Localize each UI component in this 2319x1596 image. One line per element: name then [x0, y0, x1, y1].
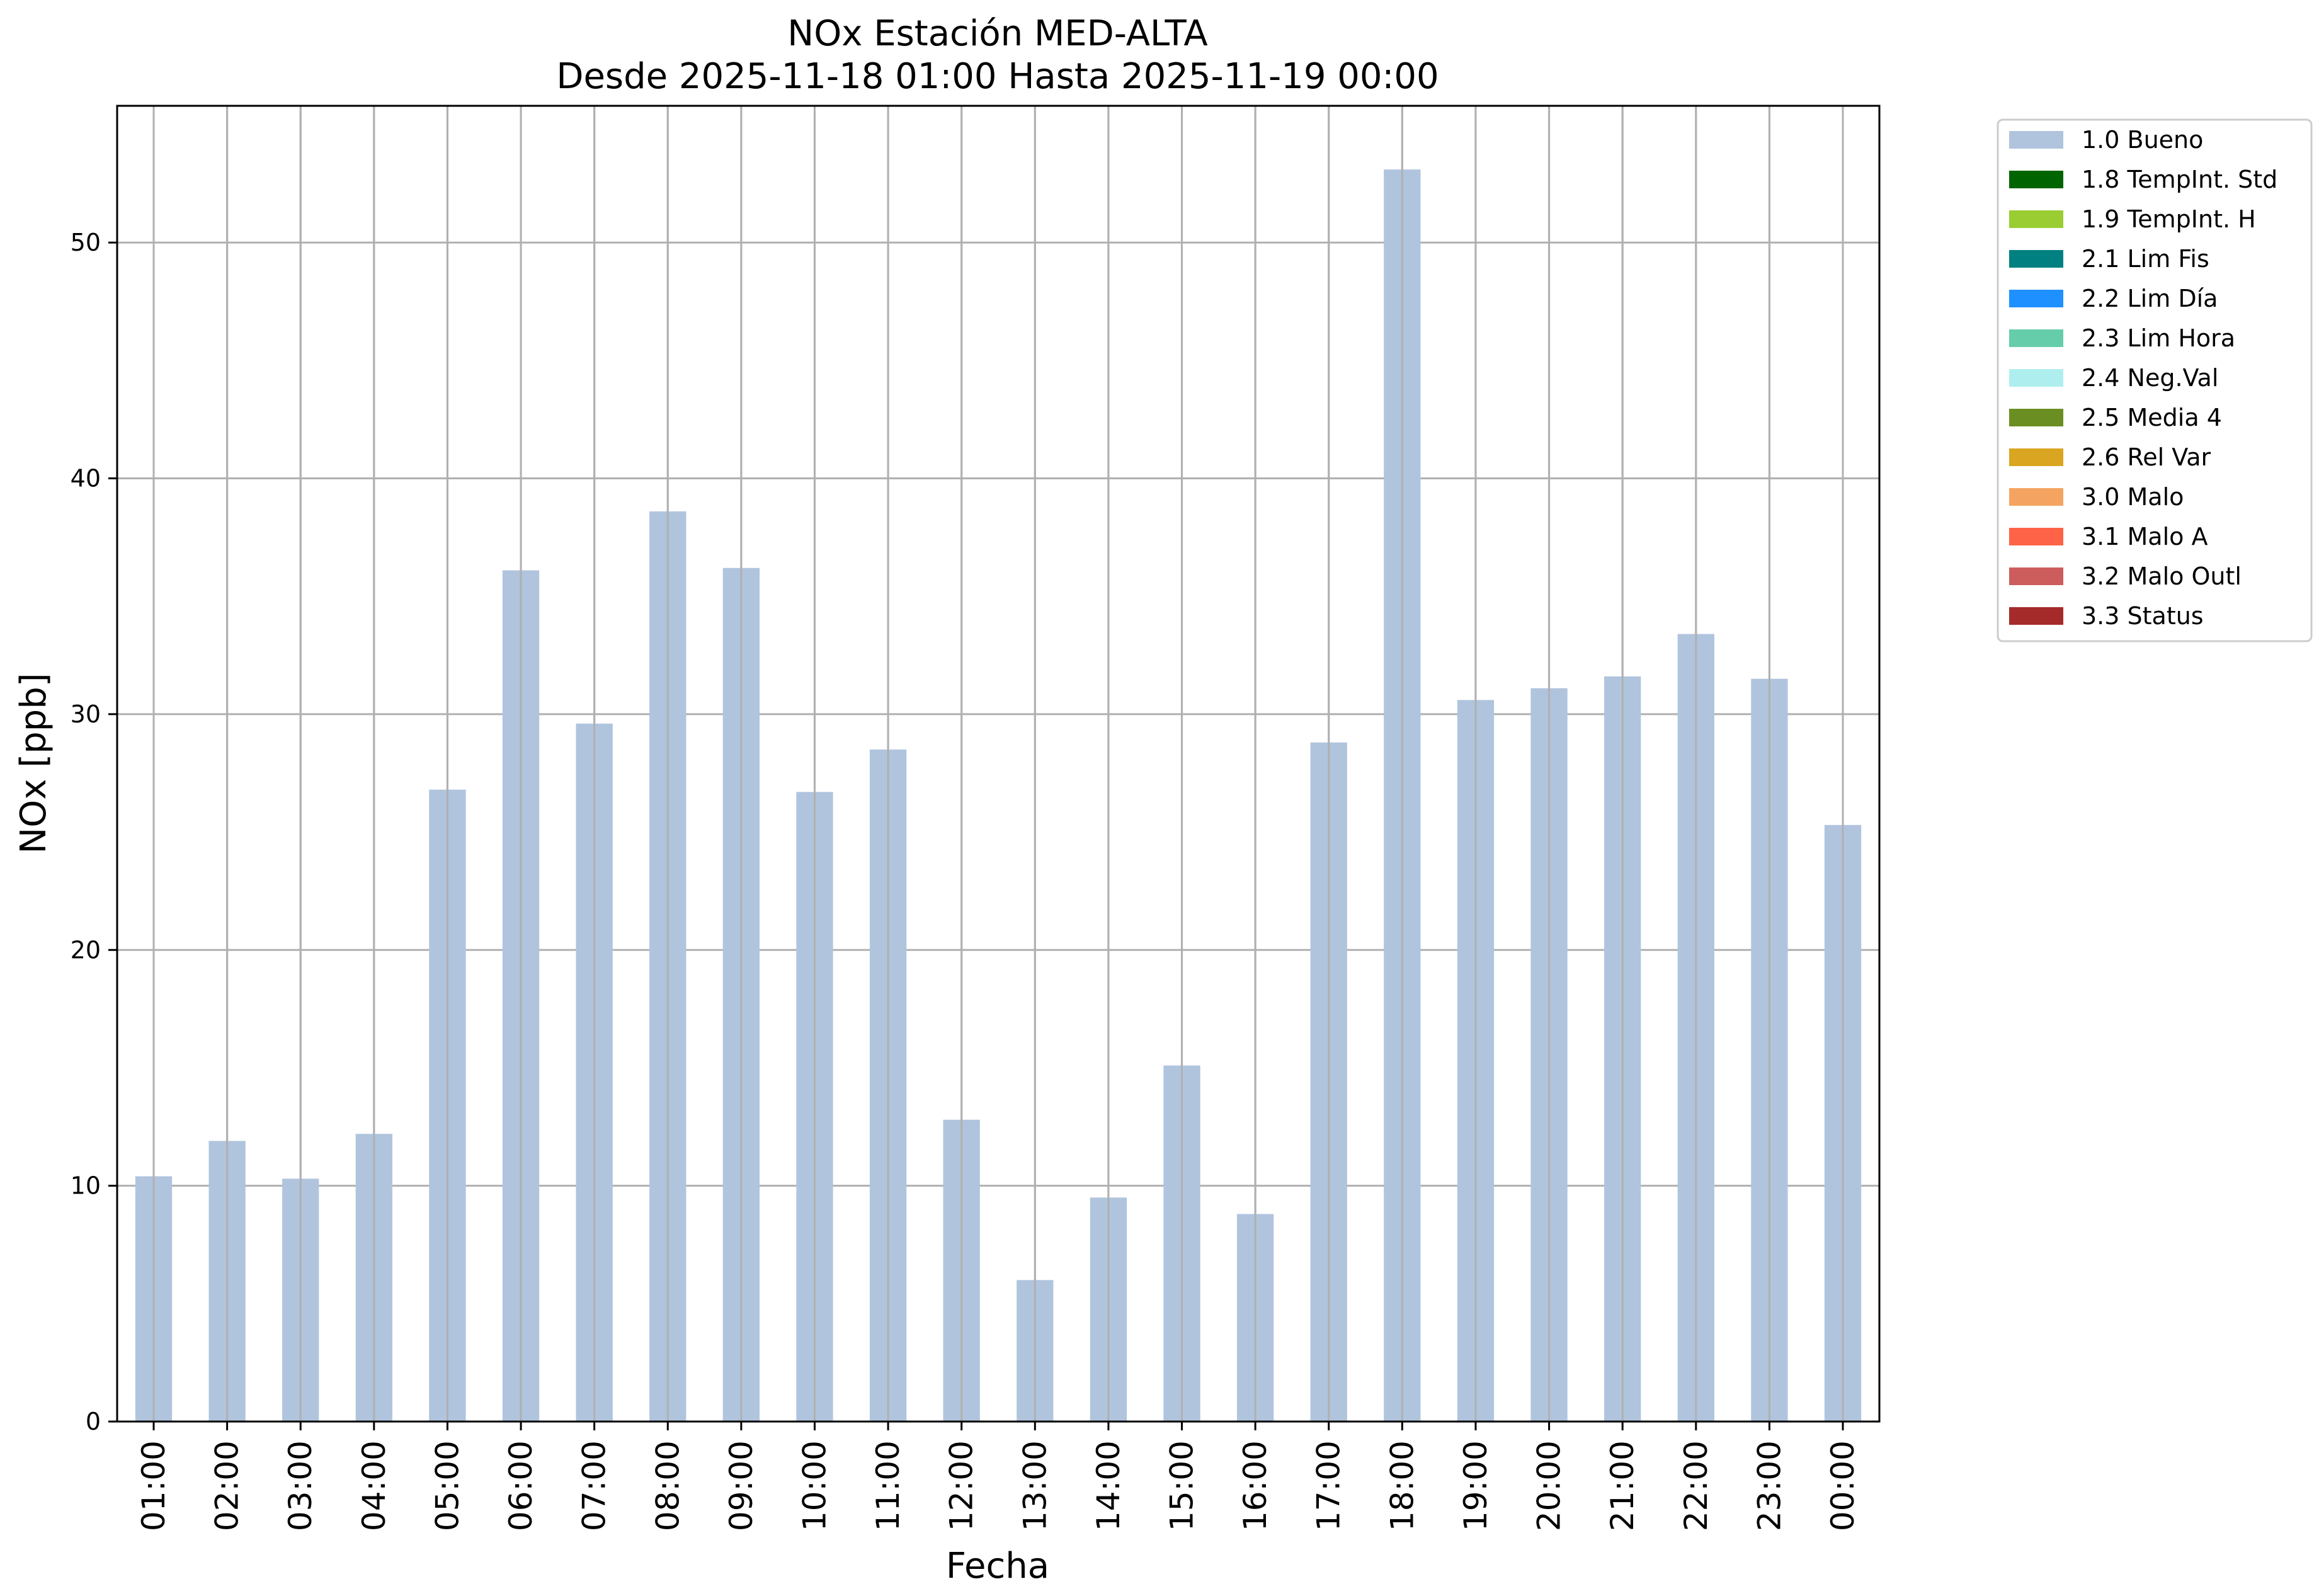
legend: 1.0 Bueno 1.8 TempInt. Std 1.9 TempInt. H 2…: [1997, 118, 2313, 642]
legend-swatch: [2009, 210, 2063, 228]
chart-title: NOx Estación MED-ALTA: [787, 13, 1207, 54]
y-axis-label: NOx [ppb]: [13, 673, 54, 853]
x-tick-label: 01:00: [135, 1440, 172, 1531]
legend-label: 3.1 Malo A: [2082, 523, 2208, 550]
legend-items: 1.0 Bueno 1.8 TempInt. Std 1.9 TempInt. H 2…: [2009, 126, 2277, 630]
y-ticks: 0 10 20 30 40 50: [71, 229, 117, 1435]
x-tick-label: 12:00: [943, 1440, 980, 1531]
legend-label: 1.8 TempInt. Std: [2082, 166, 2277, 193]
x-tick-label: 07:00: [576, 1440, 613, 1531]
x-tick-label: 21:00: [1604, 1440, 1641, 1531]
x-tick-label: 18:00: [1384, 1440, 1420, 1531]
x-tick-label: 10:00: [796, 1440, 833, 1531]
legend-label: 1.0 Bueno: [2082, 126, 2203, 154]
x-tick-label: 15:00: [1164, 1440, 1200, 1531]
legend-swatch: [2009, 607, 2063, 625]
x-tick-label: 11:00: [870, 1440, 906, 1531]
legend-box: [1997, 118, 2313, 642]
legend-label: 2.2 Lim Día: [2082, 285, 2218, 312]
x-tick-label: 08:00: [649, 1440, 686, 1531]
x-tick-label: 22:00: [1678, 1440, 1714, 1531]
legend-swatch: [2009, 250, 2063, 268]
legend-swatch: [2009, 448, 2063, 466]
y-tick-label: 30: [71, 700, 101, 728]
legend-swatch: [2009, 488, 2063, 506]
x-tick-label: 19:00: [1457, 1440, 1494, 1531]
y-tick-label: 0: [86, 1408, 101, 1435]
x-tick-label: 20:00: [1531, 1440, 1568, 1531]
x-tick-label: 00:00: [1825, 1440, 1861, 1531]
y-tick-label: 10: [71, 1172, 101, 1200]
legend-label: 3.2 Malo Outl: [2082, 562, 2242, 590]
y-tick-label: 20: [71, 936, 101, 964]
x-tick-label: 16:00: [1237, 1440, 1273, 1531]
legend-swatch: [2009, 171, 2063, 188]
legend-label: 2.6 Rel Var: [2082, 443, 2211, 471]
legend-label: 1.9 TempInt. H: [2082, 205, 2256, 233]
legend-label: 3.3 Status: [2082, 602, 2204, 630]
x-tick-label: 05:00: [429, 1440, 465, 1531]
legend-label: 2.4 Neg.Val: [2082, 364, 2218, 392]
legend-swatch: [2009, 567, 2063, 585]
x-tick-label: 17:00: [1311, 1440, 1347, 1531]
x-tick-label: 23:00: [1751, 1440, 1787, 1531]
legend-swatch: [2009, 528, 2063, 545]
x-tick-label: 02:00: [209, 1440, 246, 1531]
legend-label: 2.3 Lim Hora: [2082, 324, 2235, 352]
legend-swatch: [2009, 329, 2063, 347]
x-tick-label: 14:00: [1090, 1440, 1127, 1531]
legend-swatch: [2009, 290, 2063, 307]
y-tick-label: 40: [71, 465, 101, 493]
x-ticks: 01:00 02:00 03:00 04:00 05:00 06:00 07:00 08:00…: [135, 1422, 1861, 1531]
x-tick-label: 09:00: [723, 1440, 760, 1531]
x-tick-label: 06:00: [503, 1440, 539, 1531]
legend-label: 2.5 Media 4: [2082, 404, 2222, 431]
legend-label: 3.0 Malo: [2082, 483, 2184, 511]
bars: [135, 106, 1862, 1422]
x-tick-label: 03:00: [282, 1440, 319, 1531]
y-tick-label: 50: [71, 229, 101, 256]
legend-swatch: [2009, 369, 2063, 387]
x-tick-label: 04:00: [356, 1440, 392, 1531]
x-tick-label: 13:00: [1017, 1440, 1053, 1531]
legend-swatch: [2009, 131, 2063, 149]
legend-label: 2.1 Lim Fis: [2082, 245, 2209, 273]
plot-frame: [116, 105, 1881, 1423]
chart-subtitle: Desde 2025-11-18 01:00 Hasta 2025-11-19 …: [556, 56, 1439, 97]
legend-swatch: [2009, 409, 2063, 426]
x-axis-label: Fecha: [946, 1546, 1049, 1587]
